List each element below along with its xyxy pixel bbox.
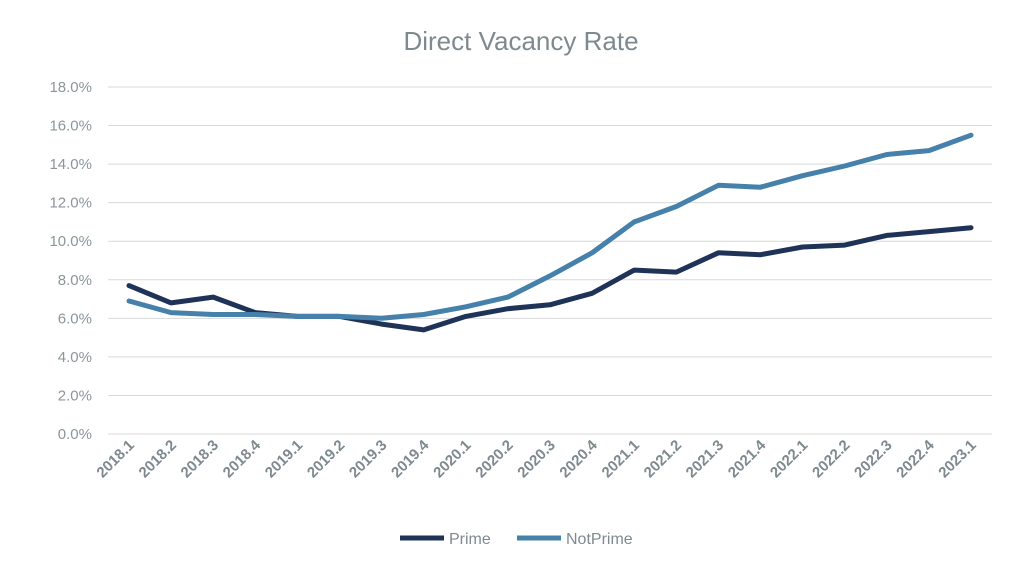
x-tick-label: 2019.2 xyxy=(304,437,348,481)
y-axis-tick-labels: 0.0% 2.0% 4.0% 6.0% 8.0% 10.0% 12.0% 14.0% 16.0%… xyxy=(49,79,92,443)
legend-item-prime: Prime xyxy=(400,531,491,548)
x-tick-label: 2019.4 xyxy=(388,436,433,481)
y-tick-label: 10.0% xyxy=(49,233,92,250)
series-lines xyxy=(126,132,974,333)
x-tick-label: 2022.4 xyxy=(893,436,938,481)
x-tick-label: 2020.4 xyxy=(556,436,601,481)
legend-label: NotPrime xyxy=(566,531,633,548)
x-tick-label: 2020.1 xyxy=(430,437,474,481)
legend-label: Prime xyxy=(449,531,491,548)
x-tick-label: 2021.2 xyxy=(641,437,685,481)
chart-title: Direct Vacancy Rate xyxy=(403,26,638,56)
y-tick-label: 0.0% xyxy=(58,426,92,443)
x-tick-label: 2021.4 xyxy=(725,436,770,481)
x-tick-label: 2018.3 xyxy=(178,437,222,481)
y-tick-label: 18.0% xyxy=(49,79,92,96)
series-line-notprime xyxy=(126,132,974,321)
y-tick-label: 4.0% xyxy=(58,349,92,366)
x-tick-label: 2020.3 xyxy=(514,437,558,481)
x-tick-label: 2022.3 xyxy=(851,437,895,481)
legend-item-notprime: NotPrime xyxy=(517,531,633,548)
x-tick-label: 2022.2 xyxy=(809,437,853,481)
x-tick-label: 2020.2 xyxy=(472,437,516,481)
gridlines xyxy=(108,86,992,435)
x-tick-label: 2018.2 xyxy=(136,437,180,481)
y-tick-label: 6.0% xyxy=(58,310,92,327)
x-tick-label: 2021.3 xyxy=(683,437,727,481)
x-tick-label: 2018.1 xyxy=(93,437,137,481)
x-tick-label: 2021.1 xyxy=(599,437,643,481)
legend: Prime NotPrime xyxy=(400,531,633,548)
x-tick-label: 2019.1 xyxy=(262,437,306,481)
x-tick-label: 2019.3 xyxy=(346,437,390,481)
y-tick-label: 2.0% xyxy=(58,387,92,404)
y-tick-label: 14.0% xyxy=(49,156,92,173)
y-tick-label: 16.0% xyxy=(49,118,92,135)
x-axis-tick-labels: 2018.12018.22018.32018.42019.12019.22019… xyxy=(93,436,979,481)
x-tick-label: 2023.1 xyxy=(935,437,979,481)
x-tick-label: 2022.1 xyxy=(767,437,811,481)
y-tick-label: 8.0% xyxy=(58,272,92,289)
y-tick-label: 12.0% xyxy=(49,195,92,212)
x-tick-label: 2018.4 xyxy=(220,436,265,481)
